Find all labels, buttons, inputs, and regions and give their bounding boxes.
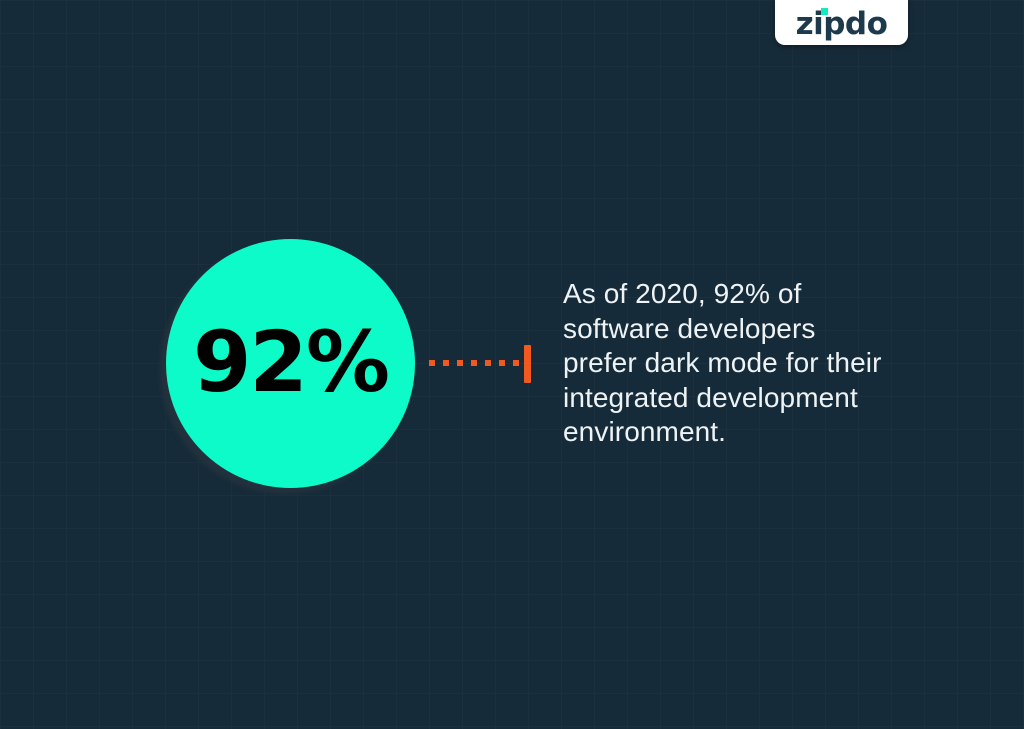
connector-end-bar — [524, 345, 531, 383]
dotted-connector-line — [429, 360, 521, 366]
zipdo-logo-badge[interactable]: zipdo — [775, 0, 908, 45]
stat-circle: 92% — [166, 239, 415, 488]
logo-i-dot-icon — [820, 8, 828, 15]
caption-text: As of 2020, 92% of software developers p… — [563, 278, 882, 447]
stat-value-label: 92% — [192, 312, 390, 411]
zipdo-wordmark: zipdo — [795, 6, 888, 42]
